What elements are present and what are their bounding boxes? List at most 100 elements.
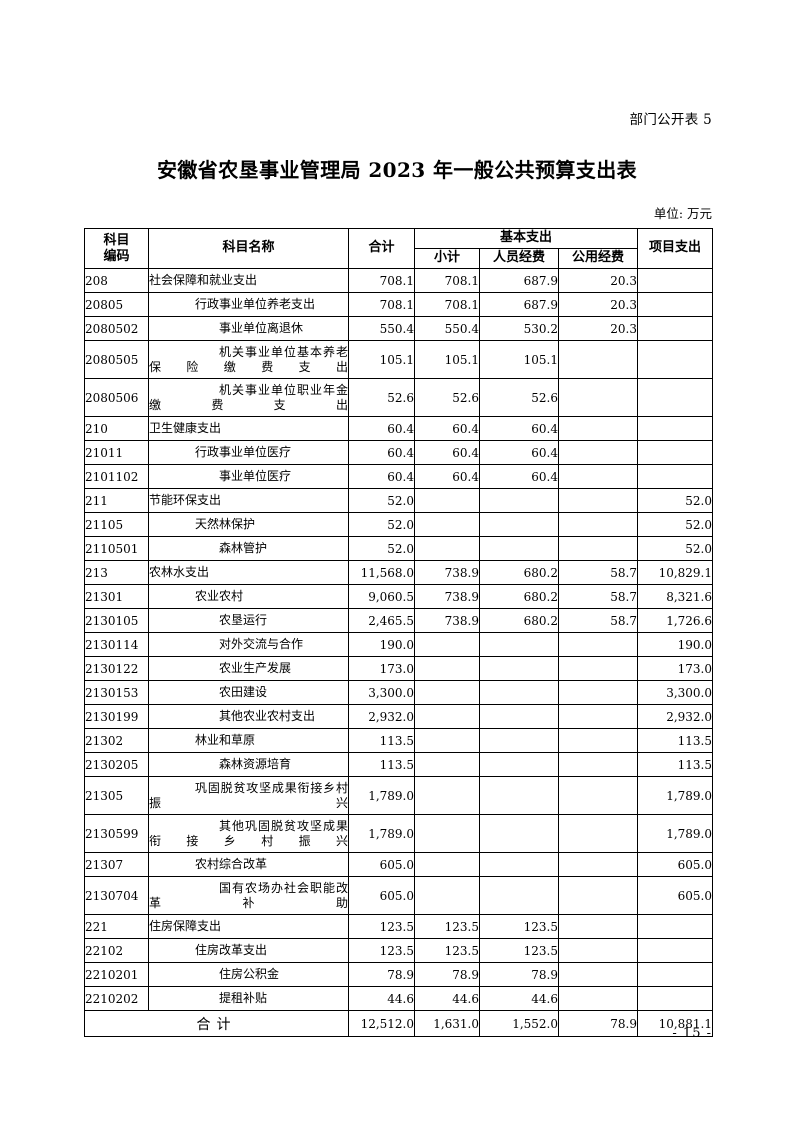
column-header-code-line2: 编码 — [103, 248, 130, 264]
cell-total: 113.5 — [348, 752, 415, 777]
cell-name: 农业生产发展 — [148, 656, 349, 681]
cell-personnel — [479, 876, 559, 915]
cell-project: 8,321.6 — [637, 584, 713, 609]
cell-name-text: 提租补贴 — [219, 991, 268, 1006]
table-row: 21305 巩固脱贫攻坚成果衔接乡村振兴 1,789.0 1,789.0 — [84, 776, 713, 815]
cell-total: 1,789.0 — [348, 814, 415, 853]
budget-table: 科目 编码 科目名称 合计 基本支出 项目支出 小计 人员经费 公用经费 208… — [84, 228, 713, 1037]
cell-project — [637, 416, 713, 441]
cell-name-text: 农业生产发展 — [219, 661, 292, 676]
cell-name: 住房改革支出 — [148, 938, 349, 963]
cell-subtotal: 738.9 — [414, 608, 480, 633]
cell-name-text: 事业单位离退休 — [219, 321, 304, 336]
column-header-basic-group: 基本支出 — [414, 228, 638, 249]
cell-public: 58.7 — [558, 608, 638, 633]
cell-project — [637, 464, 713, 489]
column-header-project: 项目支出 — [637, 228, 713, 269]
cell-name-text: 农林水支出 — [149, 565, 210, 580]
table-row: 22102 住房改革支出 123.5 123.5 123.5 — [84, 938, 713, 963]
cell-code: 211 — [84, 488, 149, 513]
cell-code: 21301 — [84, 584, 149, 609]
cell-subtotal — [414, 680, 480, 705]
cell-subtotal — [414, 814, 480, 853]
cell-project: 605.0 — [637, 876, 713, 915]
cell-total: 11,568.0 — [348, 560, 415, 585]
cell-subtotal — [414, 632, 480, 657]
cell-name: 对外交流与合作 — [148, 632, 349, 657]
cell-project: 190.0 — [637, 632, 713, 657]
cell-code: 2210201 — [84, 962, 149, 987]
cell-name: 农田建设 — [148, 680, 349, 705]
total-row-public: 78.9 — [558, 1010, 638, 1037]
cell-subtotal: 708.1 — [414, 268, 480, 293]
cell-personnel: 680.2 — [479, 560, 559, 585]
table-row: 2130105 农垦运行 2,465.5 738.9 680.2 58.7 1,726.6 — [84, 608, 713, 633]
cell-subtotal: 52.6 — [414, 378, 480, 417]
total-row-total: 12,512.0 — [348, 1010, 415, 1037]
cell-name: 事业单位离退休 — [148, 316, 349, 341]
cell-name-text: 卫生健康支出 — [149, 421, 222, 436]
cell-public — [558, 938, 638, 963]
cell-name: 巩固脱贫攻坚成果衔接乡村振兴 — [148, 776, 349, 815]
cell-project: 1,789.0 — [637, 776, 713, 815]
cell-personnel — [479, 704, 559, 729]
table-row: 21011 行政事业单位医疗 60.4 60.4 60.4 — [84, 440, 713, 465]
cell-name-text: 森林管护 — [219, 541, 268, 556]
cell-name: 国有农场办社会职能改革补助 — [148, 876, 349, 915]
cell-total: 9,060.5 — [348, 584, 415, 609]
cell-name-text: 森林资源培育 — [219, 757, 292, 772]
cell-name: 森林资源培育 — [148, 752, 349, 777]
total-row-subtotal: 1,631.0 — [414, 1010, 480, 1037]
cell-subtotal — [414, 728, 480, 753]
cell-personnel: 52.6 — [479, 378, 559, 417]
cell-personnel — [479, 656, 559, 681]
cell-code: 2101102 — [84, 464, 149, 489]
cell-name-text: 天然林保护 — [195, 517, 256, 532]
cell-name: 行政事业单位医疗 — [148, 440, 349, 465]
cell-project — [637, 316, 713, 341]
table-row: 21105 天然林保护 52.0 52.0 — [84, 512, 713, 537]
table-row: 2130122 农业生产发展 173.0 173.0 — [84, 656, 713, 681]
column-header-name: 科目名称 — [148, 228, 349, 269]
cell-code: 21307 — [84, 852, 149, 877]
cell-public — [558, 728, 638, 753]
cell-public — [558, 464, 638, 489]
cell-public — [558, 704, 638, 729]
cell-personnel: 78.9 — [479, 962, 559, 987]
cell-public — [558, 986, 638, 1011]
cell-total: 708.1 — [348, 292, 415, 317]
cell-total: 1,789.0 — [348, 776, 415, 815]
cell-public — [558, 752, 638, 777]
cell-personnel: 60.4 — [479, 416, 559, 441]
cell-name: 提租补贴 — [148, 986, 349, 1011]
table-row: 213 农林水支出 11,568.0 738.9 680.2 58.7 10,829.1 — [84, 560, 713, 585]
cell-total: 605.0 — [348, 876, 415, 915]
cell-public — [558, 536, 638, 561]
cell-name-text: 农村综合改革 — [195, 857, 268, 872]
cell-personnel — [479, 852, 559, 877]
cell-personnel — [479, 632, 559, 657]
table-row: 2210201 住房公积金 78.9 78.9 78.9 — [84, 962, 713, 987]
cell-total: 123.5 — [348, 938, 415, 963]
cell-subtotal: 44.6 — [414, 986, 480, 1011]
cell-total: 105.1 — [348, 340, 415, 379]
cell-name: 农林水支出 — [148, 560, 349, 585]
cell-subtotal: 105.1 — [414, 340, 480, 379]
table-row: 21302 林业和草原 113.5 113.5 — [84, 728, 713, 753]
cell-name-text: 机关事业单位基本养老保险缴费支出 — [149, 344, 348, 374]
cell-code: 2110501 — [84, 536, 149, 561]
cell-personnel — [479, 536, 559, 561]
cell-subtotal — [414, 488, 480, 513]
cell-code: 210 — [84, 416, 149, 441]
cell-code: 2080506 — [84, 378, 149, 417]
cell-total: 60.4 — [348, 440, 415, 465]
cell-total: 52.0 — [348, 512, 415, 537]
cell-project — [637, 292, 713, 317]
cell-personnel — [479, 512, 559, 537]
cell-public — [558, 876, 638, 915]
cell-name: 机关事业单位职业年金缴费支出 — [148, 378, 349, 417]
cell-code: 2130199 — [84, 704, 149, 729]
cell-project — [637, 340, 713, 379]
cell-personnel: 60.4 — [479, 464, 559, 489]
cell-name-text: 住房公积金 — [219, 967, 280, 982]
